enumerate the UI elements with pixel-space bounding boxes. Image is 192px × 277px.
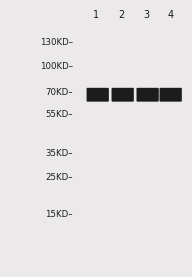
Text: 1: 1: [93, 10, 99, 20]
Text: 55KD–: 55KD–: [45, 111, 73, 119]
Text: 2: 2: [118, 10, 124, 20]
Text: 100KD–: 100KD–: [40, 62, 73, 71]
Text: 130KD–: 130KD–: [40, 39, 73, 47]
FancyBboxPatch shape: [160, 88, 182, 102]
Text: 4: 4: [168, 10, 174, 20]
Text: 70KD–: 70KD–: [45, 88, 73, 97]
Text: 35KD–: 35KD–: [45, 149, 73, 158]
Text: 25KD–: 25KD–: [45, 173, 73, 182]
FancyBboxPatch shape: [87, 88, 109, 102]
FancyBboxPatch shape: [137, 88, 159, 102]
Text: 15KD–: 15KD–: [45, 210, 73, 219]
Text: 3: 3: [143, 10, 149, 20]
FancyBboxPatch shape: [112, 88, 134, 102]
